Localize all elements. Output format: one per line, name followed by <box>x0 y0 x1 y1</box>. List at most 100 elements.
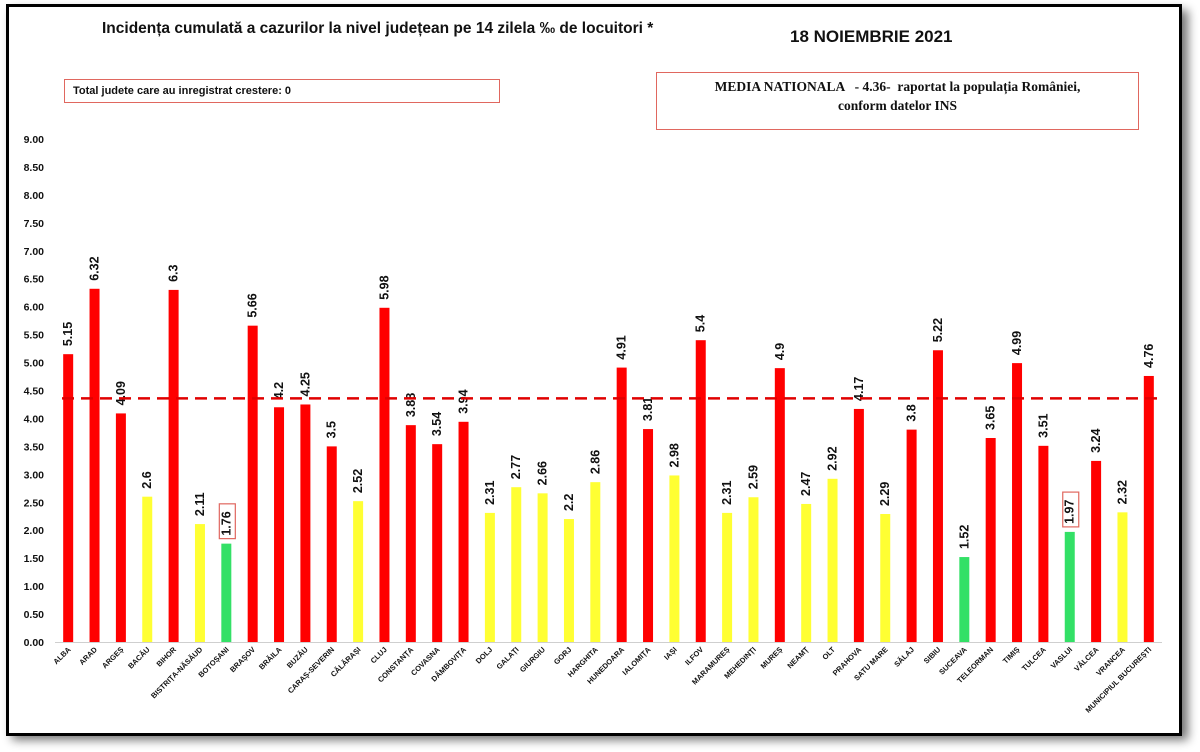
bar <box>643 429 654 642</box>
bar <box>142 496 153 642</box>
category-label: ARAD <box>77 645 99 667</box>
bar <box>853 408 864 642</box>
y-tick-label: 2.00 <box>24 525 45 537</box>
bar <box>722 512 733 642</box>
bar <box>432 444 443 642</box>
bar <box>880 514 891 642</box>
category-label: VASLUI <box>1049 645 1074 670</box>
value-label: 3.54 <box>430 412 444 436</box>
bar <box>774 368 785 642</box>
bar <box>906 429 917 642</box>
bar <box>1091 460 1102 642</box>
value-label: 3.5 <box>325 421 339 438</box>
bar <box>590 482 601 642</box>
value-label: 1.97 <box>1063 500 1077 524</box>
bar <box>669 475 680 642</box>
category-label: MUREȘ <box>759 645 785 671</box>
bar <box>63 354 74 642</box>
value-label: 2.86 <box>588 450 602 474</box>
category-label: CARAȘ-SEVERIN <box>286 645 336 695</box>
value-label: 4.25 <box>298 372 312 396</box>
value-label: 4.17 <box>852 377 866 401</box>
value-label: 5.15 <box>61 322 75 346</box>
value-label: 2.52 <box>351 469 365 493</box>
total-increase-box: Total judete care au inregistrat crester… <box>64 79 500 103</box>
y-tick-label: 3.00 <box>24 469 45 481</box>
value-label-box <box>218 503 236 540</box>
y-tick-label: 2.50 <box>24 497 45 509</box>
bar <box>353 501 364 642</box>
national-average-line2: conform datelor INS <box>838 98 957 113</box>
value-label: 2.6 <box>140 471 154 488</box>
value-label: 3.8 <box>905 404 919 421</box>
bar <box>1143 375 1154 642</box>
y-tick-label: 9.00 <box>24 134 45 146</box>
y-tick-label: 0.00 <box>24 637 45 649</box>
bar <box>1012 363 1023 642</box>
value-label: 4.99 <box>1010 331 1024 355</box>
bar <box>247 325 258 642</box>
value-label: 4.9 <box>773 343 787 360</box>
bar <box>168 289 179 642</box>
value-label: 2.66 <box>536 461 550 485</box>
category-label: SĂLAJ <box>892 645 916 669</box>
y-tick-label: 7.00 <box>24 246 45 258</box>
category-label: ARGEȘ <box>100 645 125 670</box>
bar <box>379 307 390 642</box>
value-label: 6.32 <box>88 256 102 280</box>
bar <box>801 503 812 642</box>
category-label: BRAȘOV <box>228 645 257 674</box>
category-label: BIHOR <box>155 645 179 669</box>
value-label: 3.51 <box>1036 413 1050 437</box>
y-tick-label: 8.00 <box>24 190 45 202</box>
y-tick-label: 0.50 <box>24 609 45 621</box>
bar <box>537 493 548 642</box>
bar <box>695 340 706 642</box>
value-label: 5.4 <box>694 315 708 332</box>
category-label: SIBIU <box>922 645 943 666</box>
value-label: 1.76 <box>219 511 233 535</box>
bar <box>1064 531 1075 642</box>
value-label: 3.88 <box>404 393 418 417</box>
bar <box>405 425 416 642</box>
category-label: DOLJ <box>474 645 495 666</box>
value-label: 3.81 <box>641 397 655 421</box>
value-label: 2.92 <box>826 446 840 470</box>
y-tick-label: 4.50 <box>24 386 45 398</box>
category-label: OLT <box>820 645 837 662</box>
value-label: 4.09 <box>114 381 128 405</box>
y-tick-label: 7.50 <box>24 218 45 230</box>
value-label: 3.94 <box>457 389 471 413</box>
value-label: 4.76 <box>1142 344 1156 368</box>
total-increase-text: Total judete care au inregistrat crester… <box>73 85 292 97</box>
y-tick-label: 3.50 <box>24 441 45 453</box>
bar <box>511 487 522 642</box>
national-average-line1: MEDIA NATIONALA - 4.36- raportat la popu… <box>714 79 1081 94</box>
bar <box>89 288 100 642</box>
bar <box>326 446 337 642</box>
bar <box>985 438 996 642</box>
value-label: 5.98 <box>377 275 391 299</box>
value-label: 2.29 <box>878 482 892 506</box>
bar <box>194 524 205 642</box>
value-label: 6.3 <box>167 264 181 281</box>
value-label: 4.2 <box>272 382 286 399</box>
value-label: 5.66 <box>246 293 260 317</box>
value-label: 2.2 <box>562 494 576 511</box>
value-label: 2.11 <box>193 492 207 516</box>
bar <box>827 478 838 642</box>
category-label: IALOMIȚA <box>620 645 652 677</box>
bar <box>115 413 126 642</box>
category-label: TIMIȘ <box>1001 645 1022 666</box>
bar <box>274 407 285 642</box>
value-label: 2.47 <box>799 472 813 496</box>
bar <box>959 557 970 642</box>
y-tick-label: 1.00 <box>24 581 45 593</box>
y-tick-label: 4.00 <box>24 413 45 425</box>
category-label: TULCEA <box>1020 645 1048 673</box>
chart-title: Incidența cumulată a cazurilor la nivel … <box>102 20 654 37</box>
value-label: 1.52 <box>957 525 971 549</box>
value-label: 2.31 <box>483 481 497 505</box>
y-tick-label: 5.50 <box>24 330 45 342</box>
